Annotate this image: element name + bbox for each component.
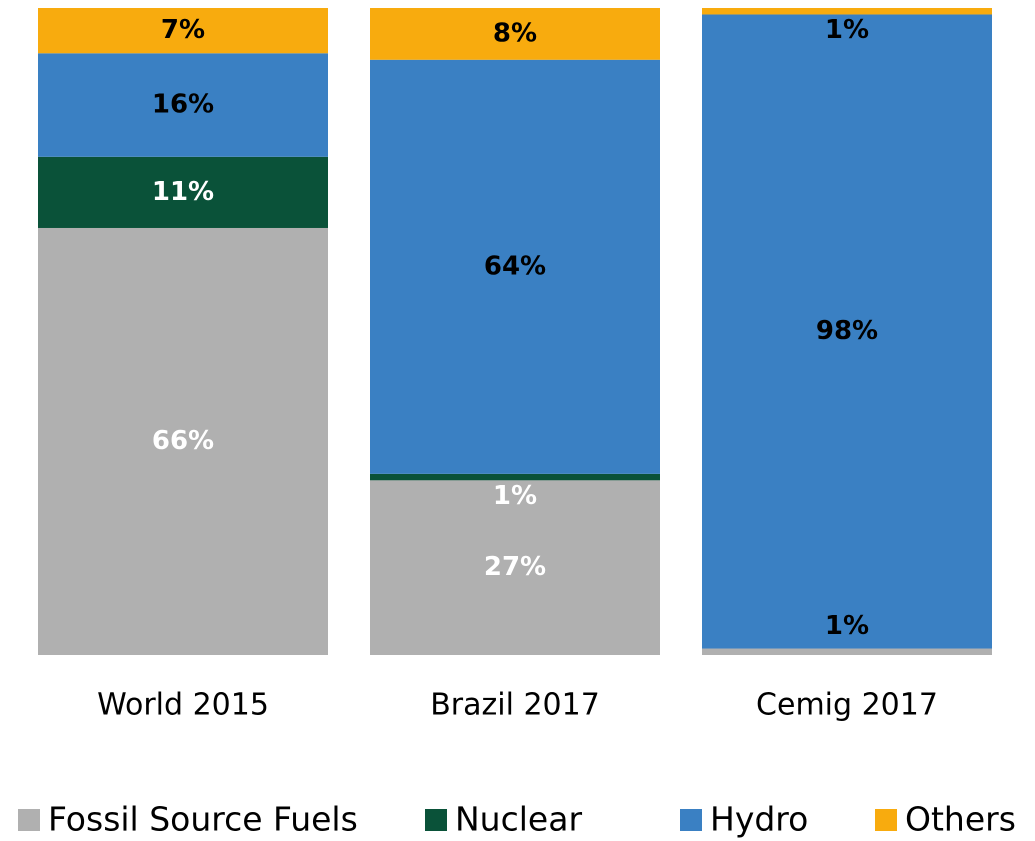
data-label: 98% [816, 316, 878, 346]
data-label: 1% [825, 611, 869, 641]
data-label: 66% [152, 426, 214, 456]
data-label: 16% [152, 90, 214, 120]
legend-label: Hydro [710, 800, 808, 839]
data-label: 27% [484, 552, 546, 582]
x-tick-label: Brazil 2017 [430, 688, 600, 723]
data-label: 8% [493, 18, 537, 48]
bar-segment [370, 480, 660, 655]
bar-segment [370, 8, 660, 60]
data-label: 1% [493, 481, 537, 511]
legend-swatch [18, 809, 40, 831]
data-label: 1% [825, 15, 869, 45]
bar-segment [38, 227, 328, 656]
bar-segment [38, 8, 328, 54]
bar-segment [370, 59, 660, 474]
legend-label: Fossil Source Fuels [48, 800, 358, 839]
bar-segment [702, 648, 992, 655]
x-tick-label: World 2015 [97, 688, 269, 723]
bar-segment [702, 14, 992, 649]
legend-swatch [425, 809, 447, 831]
data-label: 64% [484, 251, 546, 281]
legend-swatch [680, 809, 702, 831]
bar-segment [702, 8, 992, 15]
bar-segment [370, 473, 660, 481]
bar-segment [38, 53, 328, 157]
legend-swatch [875, 809, 897, 831]
legend-label: Nuclear [455, 800, 582, 839]
legend-label: Others [905, 800, 1016, 839]
data-label: 11% [152, 177, 214, 207]
x-tick-label: Cemig 2017 [756, 688, 938, 723]
data-label: 7% [161, 15, 205, 45]
bar-segment [38, 156, 328, 228]
